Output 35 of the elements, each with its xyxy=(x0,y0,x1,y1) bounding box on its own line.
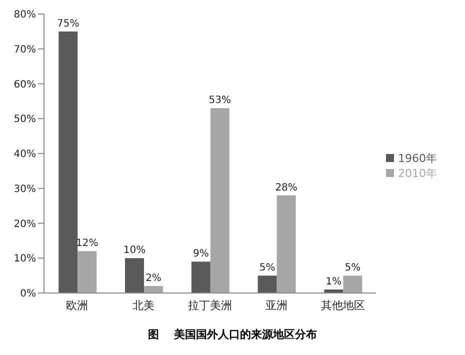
x-tick-label: 北美 xyxy=(132,298,155,312)
y-tick-label: 30% xyxy=(14,184,36,195)
data-label: 5% xyxy=(259,262,276,274)
data-label: 53% xyxy=(208,95,232,106)
bar xyxy=(258,276,277,293)
bar xyxy=(343,276,362,293)
y-tick-label: 40% xyxy=(14,149,36,160)
y-tick-label: 80% xyxy=(14,10,36,21)
data-label: 2% xyxy=(146,273,162,284)
bar xyxy=(191,262,210,293)
data-label: 28% xyxy=(275,182,298,194)
bar xyxy=(125,258,144,293)
legend-label: 1960年 xyxy=(398,152,437,164)
bar xyxy=(144,286,164,293)
bar xyxy=(210,108,230,293)
x-tick-label: 拉丁美洲 xyxy=(188,298,232,312)
y-tick-label: 70% xyxy=(14,44,36,56)
x-tick-label: 欧洲 xyxy=(66,298,88,312)
data-label: 9% xyxy=(192,248,209,260)
data-label: 5% xyxy=(344,262,361,274)
x-tick-label: 亚洲 xyxy=(265,298,288,312)
bar xyxy=(276,195,296,293)
y-tick-label: 60% xyxy=(14,79,36,90)
text: 图 美国国外人口的来源地区分布 xyxy=(146,327,318,342)
legend-label: 2010年 xyxy=(398,166,437,180)
x-tick-label: 其他地区 xyxy=(320,298,365,312)
data-label: 1% xyxy=(326,276,342,288)
y-tick-label: 20% xyxy=(14,218,36,230)
y-tick-label: 0% xyxy=(20,288,36,300)
data-label: 75% xyxy=(56,18,80,30)
data-label: 10% xyxy=(123,245,146,256)
y-tick-label: 50% xyxy=(14,114,36,126)
bar xyxy=(58,31,78,293)
bar xyxy=(78,251,97,293)
y-tick-label: 10% xyxy=(14,254,36,265)
